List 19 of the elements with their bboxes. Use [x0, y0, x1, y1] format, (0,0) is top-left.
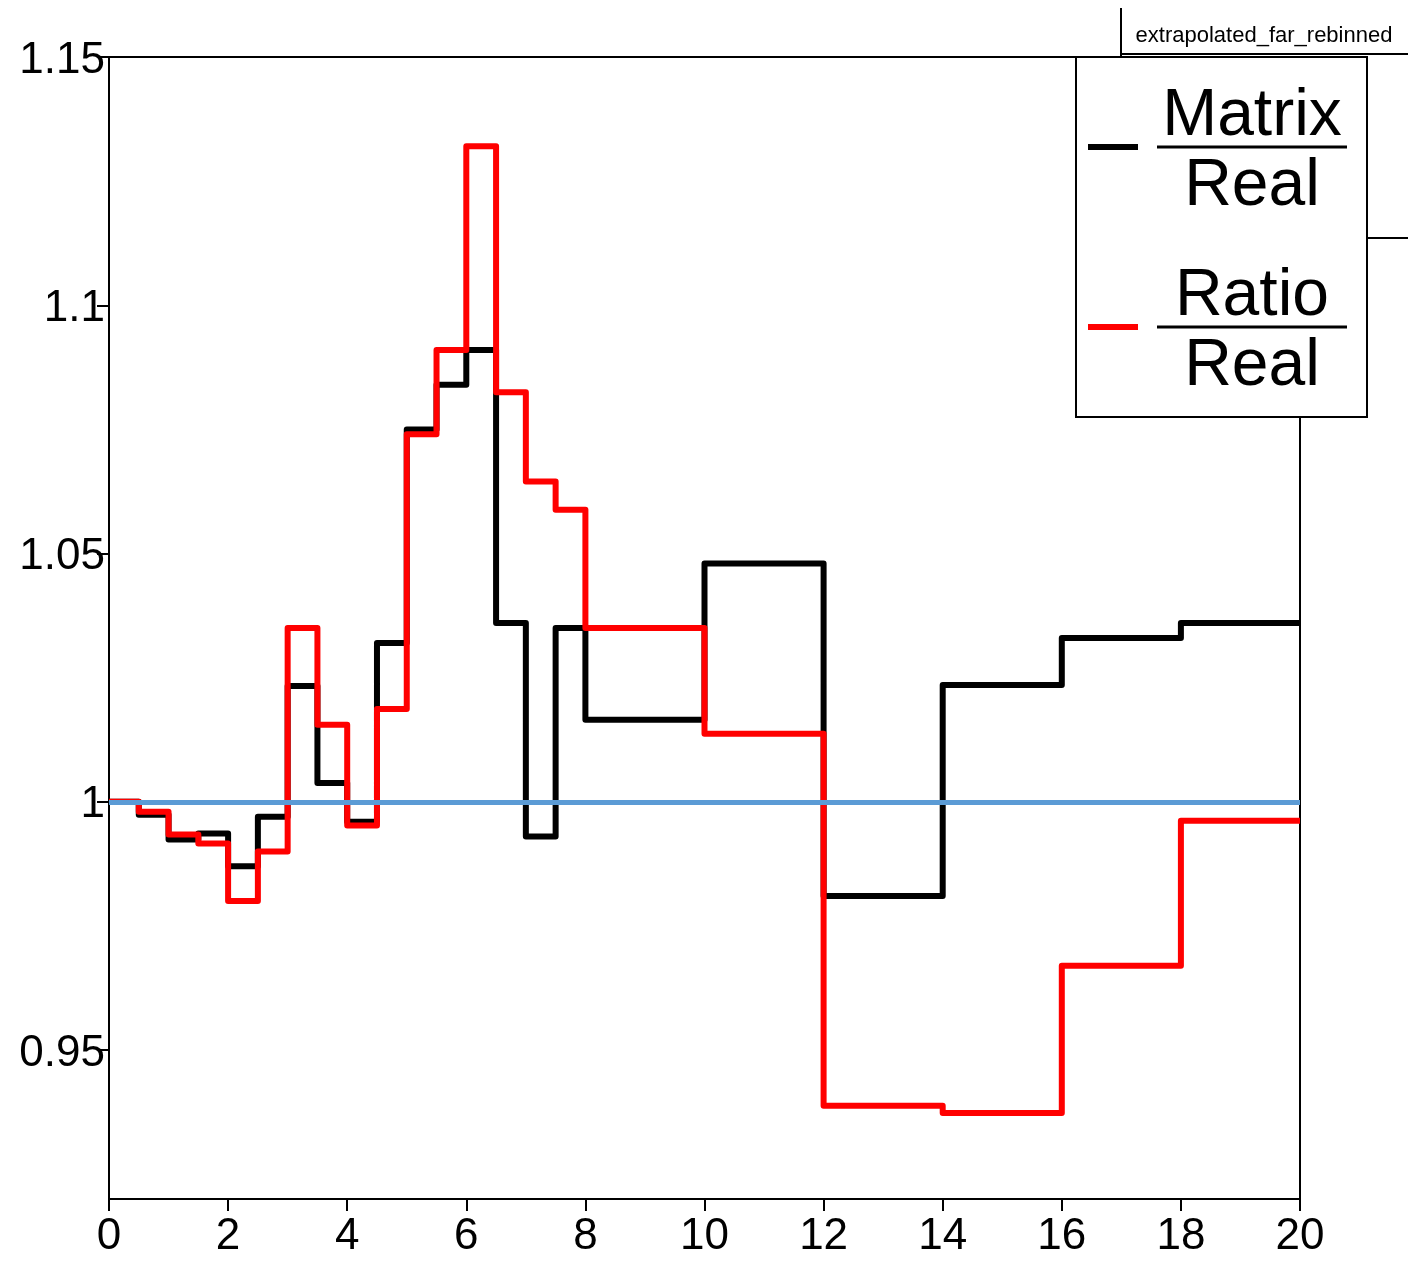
x-tick-label: 16 [1037, 1208, 1087, 1258]
y-tick-label: 1.1 [43, 280, 105, 330]
x-tick-label: 4 [334, 1208, 360, 1258]
y-tick-label: 1.15 [19, 32, 105, 82]
x-tick-label: 6 [454, 1208, 479, 1258]
x-tick-label: 18 [1156, 1208, 1206, 1258]
text: extrapolated_far_rebinned [1135, 21, 1393, 47]
x-tick-label: 10 [680, 1208, 729, 1258]
y-tick-label: 1.05 [19, 529, 105, 579]
x-tick-label: 0 [96, 1208, 122, 1258]
legend-label: Ratio Real [1174, 255, 1330, 399]
legend-label: Matrix Real [1162, 75, 1342, 219]
x-tick-label: 14 [918, 1208, 968, 1258]
y-tick-label: 0.95 [19, 1025, 105, 1075]
x-tick-label: 12 [799, 1208, 849, 1258]
x-tick-label: 8 [573, 1208, 598, 1258]
x-tick-label: 2 [215, 1208, 241, 1258]
y-tick-label: 1 [80, 777, 105, 827]
x-tick-label: 20 [1275, 1208, 1325, 1258]
